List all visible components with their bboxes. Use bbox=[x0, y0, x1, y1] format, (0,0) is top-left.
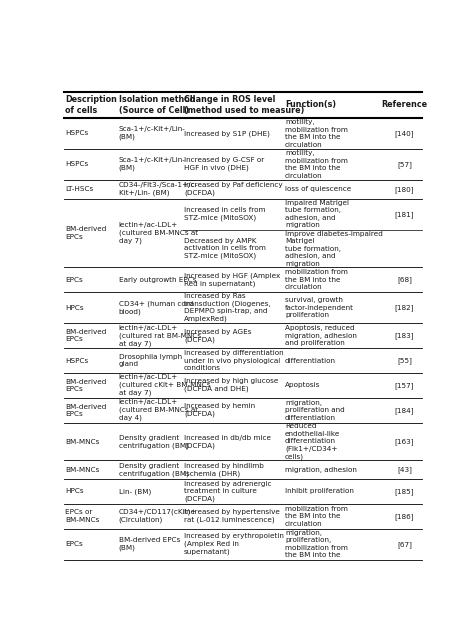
Text: BM-MNCs: BM-MNCs bbox=[65, 467, 100, 472]
Text: lectin+/ac-LDL+
(cultured BM-MNCs at
day 4): lectin+/ac-LDL+ (cultured BM-MNCs at day… bbox=[118, 399, 198, 421]
Text: [182]: [182] bbox=[395, 305, 414, 311]
Text: Reduced
endothelial-like
differentiation
(Flk1+/CD34+
cells): Reduced endothelial-like differentiation… bbox=[285, 423, 340, 460]
Text: Increased by HGF (Amplex
Red in supernatant): Increased by HGF (Amplex Red in supernat… bbox=[184, 273, 280, 287]
Text: [57]: [57] bbox=[397, 161, 412, 168]
Text: lectin+/ac-LDL+
(cultured cKit+ BM-MNCs
at day 7): lectin+/ac-LDL+ (cultured cKit+ BM-MNCs … bbox=[118, 374, 210, 396]
Text: loss of quiescence: loss of quiescence bbox=[285, 186, 351, 193]
Text: [186]: [186] bbox=[395, 513, 414, 520]
Text: [183]: [183] bbox=[395, 332, 414, 339]
Text: Increased by differentiation
under in vivo physiological
conditions: Increased by differentiation under in vi… bbox=[184, 350, 283, 371]
Text: Inhibit proliferation: Inhibit proliferation bbox=[285, 488, 354, 494]
Text: Function(s): Function(s) bbox=[285, 100, 336, 109]
Text: [140]: [140] bbox=[395, 130, 414, 137]
Text: Increased by hemin
(DCFDA): Increased by hemin (DCFDA) bbox=[184, 403, 255, 417]
Text: [163]: [163] bbox=[395, 438, 414, 445]
Text: mobilization from
the BM into the
circulation: mobilization from the BM into the circul… bbox=[285, 506, 348, 527]
Text: Increased in db/db mice
(DCFDA): Increased in db/db mice (DCFDA) bbox=[184, 435, 271, 449]
Text: BM-derived EPCs
(BM): BM-derived EPCs (BM) bbox=[118, 537, 180, 551]
Text: BM-MNCs: BM-MNCs bbox=[65, 438, 100, 445]
Text: HPCs: HPCs bbox=[65, 488, 84, 494]
Text: Reference: Reference bbox=[381, 100, 428, 109]
Text: Increased by hypertensive
rat (L-012 luminescence): Increased by hypertensive rat (L-012 lum… bbox=[184, 509, 280, 523]
Text: Improve diabetes-impaired
Matrigel
tube formation,
adhesion, and
migration: Improve diabetes-impaired Matrigel tube … bbox=[285, 230, 383, 266]
Text: motility,
mobilization from
the BM into the
circulation: motility, mobilization from the BM into … bbox=[285, 119, 348, 148]
Text: Drosophila lymph
gland: Drosophila lymph gland bbox=[118, 354, 182, 367]
Text: [68]: [68] bbox=[397, 276, 412, 283]
Text: Density gradient
centrifugation (BM): Density gradient centrifugation (BM) bbox=[118, 463, 189, 477]
Text: Lin- (BM): Lin- (BM) bbox=[118, 488, 151, 495]
Text: Decreased by AMPK
activation in cells from
STZ-mice (MitoSOX): Decreased by AMPK activation in cells fr… bbox=[184, 238, 266, 259]
Text: HSPCs: HSPCs bbox=[65, 161, 88, 168]
Text: [184]: [184] bbox=[395, 407, 414, 413]
Text: motility,
mobilization from
the BM into the
circulation: motility, mobilization from the BM into … bbox=[285, 150, 348, 179]
Text: HPCs: HPCs bbox=[65, 305, 84, 310]
Text: EPCs: EPCs bbox=[65, 541, 83, 547]
Text: Increased by G-CSF or
HGF in vivo (DHE): Increased by G-CSF or HGF in vivo (DHE) bbox=[184, 157, 264, 172]
Text: [185]: [185] bbox=[395, 488, 414, 495]
Text: CD34+ (human cord
blood): CD34+ (human cord blood) bbox=[118, 300, 193, 315]
Text: Increased by Ras
transduction (Diogenes,
DEPMPO spin-trap, and
AmplexRed): Increased by Ras transduction (Diogenes,… bbox=[184, 293, 271, 323]
Text: HSPCs: HSPCs bbox=[65, 131, 88, 136]
Text: BM-derived
EPCs: BM-derived EPCs bbox=[65, 329, 107, 342]
Text: Increased by AGEs
(DCFDA): Increased by AGEs (DCFDA) bbox=[184, 329, 252, 342]
Text: Impaired Matrigel
tube formation,
adhesion, and
migration: Impaired Matrigel tube formation, adhesi… bbox=[285, 200, 349, 228]
Text: mobilization from
the BM into the
circulation: mobilization from the BM into the circul… bbox=[285, 269, 348, 290]
Text: Increased by hindlimb
ischemia (DHR): Increased by hindlimb ischemia (DHR) bbox=[184, 463, 264, 477]
Text: [43]: [43] bbox=[397, 466, 412, 473]
Text: Isolation method
(Source of Cell): Isolation method (Source of Cell) bbox=[118, 95, 195, 115]
Text: Apoptosis: Apoptosis bbox=[285, 383, 320, 388]
Text: Sca-1+/c-Kit+/Lin-
(BM): Sca-1+/c-Kit+/Lin- (BM) bbox=[118, 126, 185, 140]
Text: migration, adhesion: migration, adhesion bbox=[285, 467, 357, 472]
Text: [181]: [181] bbox=[395, 211, 414, 218]
Text: HSPCs: HSPCs bbox=[65, 358, 88, 364]
Text: Apoptosis, reduced
migration, adhesion
and proliferation: Apoptosis, reduced migration, adhesion a… bbox=[285, 325, 357, 346]
Text: migration,
proliferation,
mobilization from
the BM into the: migration, proliferation, mobilization f… bbox=[285, 530, 348, 559]
Text: Description
of cells: Description of cells bbox=[65, 95, 117, 115]
Text: Increased by erythropoietin
(Amplex Red in
supernatant): Increased by erythropoietin (Amplex Red … bbox=[184, 533, 284, 555]
Text: Density gradient
centrifugation (BM): Density gradient centrifugation (BM) bbox=[118, 435, 189, 449]
Text: CD34-/Flt3-/Sca-1+/c-
Kit+/Lin- (BM): CD34-/Flt3-/Sca-1+/c- Kit+/Lin- (BM) bbox=[118, 182, 198, 196]
Text: differentiation: differentiation bbox=[285, 358, 336, 364]
Text: Increased in cells from
STZ-mice (MitoSOX): Increased in cells from STZ-mice (MitoSO… bbox=[184, 207, 265, 221]
Text: [180]: [180] bbox=[395, 186, 414, 193]
Text: CD34+/CD117(cKit)+
(Circulation): CD34+/CD117(cKit)+ (Circulation) bbox=[118, 509, 197, 524]
Text: Increased by S1P (DHE): Increased by S1P (DHE) bbox=[184, 130, 270, 136]
Text: Change in ROS level
(method used to measure): Change in ROS level (method used to meas… bbox=[184, 95, 304, 115]
Text: EPCs or
BM-MNCs: EPCs or BM-MNCs bbox=[65, 509, 100, 523]
Text: EPCs: EPCs bbox=[65, 276, 83, 283]
Text: Increased by high glucose
(DCFDA and DHE): Increased by high glucose (DCFDA and DHE… bbox=[184, 378, 278, 392]
Text: survival, growth
factor-independent
proliferation: survival, growth factor-independent prol… bbox=[285, 297, 354, 318]
Text: [55]: [55] bbox=[397, 357, 412, 364]
Text: migration,
proliferation and
differentiation: migration, proliferation and differentia… bbox=[285, 400, 345, 421]
Text: Increased by Paf deficiency
(DCFDA): Increased by Paf deficiency (DCFDA) bbox=[184, 182, 283, 196]
Text: Increased by adrenergic
treatment in culture
(DCFDA): Increased by adrenergic treatment in cul… bbox=[184, 481, 272, 502]
Text: [157]: [157] bbox=[395, 382, 414, 389]
Text: Early outgrowth EPCs: Early outgrowth EPCs bbox=[118, 276, 196, 283]
Text: Sca-1+/c-Kit+/Lin-
(BM): Sca-1+/c-Kit+/Lin- (BM) bbox=[118, 157, 185, 172]
Text: LT-HSCs: LT-HSCs bbox=[65, 186, 93, 193]
Text: BM-derived
EPCs: BM-derived EPCs bbox=[65, 379, 107, 392]
Text: lectin+/ac-LDL+
(cultured BM-MNCs at
day 7): lectin+/ac-LDL+ (cultured BM-MNCs at day… bbox=[118, 222, 198, 244]
Text: BM-derived
EPCs: BM-derived EPCs bbox=[65, 226, 107, 240]
Text: [67]: [67] bbox=[397, 541, 412, 548]
Text: lectin+/ac-LDL+
(cultured rat BM-MNCs
at day 7): lectin+/ac-LDL+ (cultured rat BM-MNCs at… bbox=[118, 324, 201, 347]
Text: BM-derived
EPCs: BM-derived EPCs bbox=[65, 404, 107, 417]
